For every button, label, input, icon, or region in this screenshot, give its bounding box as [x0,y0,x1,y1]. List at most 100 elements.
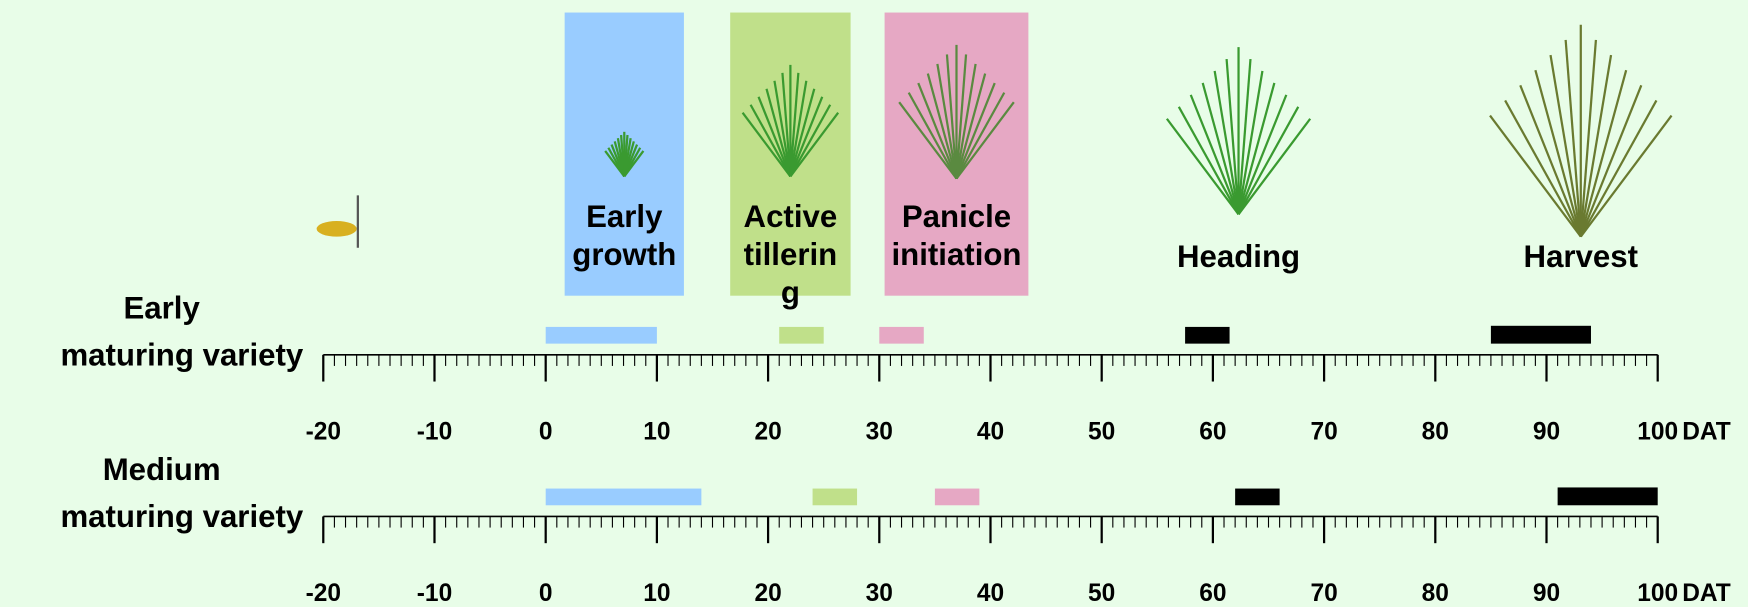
stage-label: Harvest [1524,239,1639,274]
tick-label: 40 [977,418,1004,445]
leaf [1237,58,1252,215]
stage-bar [1235,488,1280,506]
tick-label: 80 [1422,580,1449,607]
tick-label: 10 [643,580,670,607]
leaf [1579,99,1658,238]
stage-bar [812,488,858,506]
leaf [789,112,840,178]
leaf [741,112,792,178]
tick-label: -20 [306,580,341,607]
tick-label: 70 [1310,580,1337,607]
leaf [1549,54,1582,237]
tick-label: 80 [1422,418,1449,445]
plant-icon [741,64,840,178]
stage-label: Panicle [902,199,1011,234]
leaf [955,73,987,179]
stage-bar [1557,487,1658,506]
stage-label: initiation [891,237,1021,272]
tick-label: 70 [1310,418,1337,445]
leaf [1564,39,1582,237]
stage-bar [879,326,924,344]
plant-icon [604,131,645,178]
axis-unit: DAT [1682,418,1731,445]
leaf [955,63,977,179]
stage-bar [934,488,980,506]
stage-label: Early [586,199,663,234]
leaf [789,72,800,177]
leaf [1237,118,1312,215]
tick-label: -10 [417,580,452,607]
leaf [1579,114,1673,238]
leaf [955,82,996,180]
leaf [1519,84,1582,238]
leaf [1534,69,1582,237]
leaf [773,80,792,177]
leaf [1579,39,1598,237]
leaf [781,72,792,177]
leaf [749,104,792,177]
leaf [1177,106,1240,215]
tick-label: 100 [1637,580,1678,607]
tick-label: 0 [539,418,553,445]
plant-icon [1165,47,1312,215]
tick-label: 30 [866,580,893,607]
tick-label: 90 [1533,418,1560,445]
tick-label: 20 [754,418,781,445]
stage-label: tillerin [744,237,838,272]
stage-bar [545,326,657,344]
axis-unit: DAT [1682,580,1731,607]
leaf [1189,94,1240,215]
stage-label: Heading [1177,239,1300,274]
tick-label: 30 [866,418,893,445]
leaf [1579,69,1628,237]
leaf [789,96,824,177]
leaf [1225,58,1240,215]
stage-bar [1185,326,1230,344]
leaf [757,96,792,177]
tick-label: 50 [1088,580,1115,607]
row-label: maturing variety [60,499,303,534]
leaf [1504,99,1582,238]
leaf [955,92,1006,180]
stage-label: Active [744,199,838,234]
leaf [1579,84,1643,238]
tick-label: 60 [1199,418,1226,445]
tick-label: -10 [417,418,452,445]
tick-label: 10 [643,418,670,445]
leaf [765,88,792,177]
leaf [955,54,968,179]
leaf [1489,114,1582,238]
leaf [1579,54,1613,237]
row-label: Early [123,290,200,325]
leaf [926,73,958,179]
plant-icon [898,44,1015,180]
leaf [1201,82,1240,215]
leaf [1165,118,1240,215]
plant-icon [1489,24,1673,238]
leaf [945,54,958,179]
tick-label: -20 [306,418,341,445]
tick-label: 100 [1637,418,1678,445]
leaf [1237,82,1276,215]
leaf [789,104,832,177]
tick-label: 50 [1088,418,1115,445]
row-label: maturing variety [60,337,303,372]
stage-bar [545,488,702,506]
leaf [955,101,1015,180]
leaf [936,63,958,179]
leaf [789,88,816,177]
stage-bar [1490,325,1591,344]
leaf [917,82,958,180]
stage-label: growth [572,237,676,272]
tick-label: 60 [1199,580,1226,607]
leaf [1213,70,1240,215]
tick-label: 40 [977,580,1004,607]
leaf [907,92,958,180]
stage-bar [779,326,824,344]
leaf [789,80,808,177]
leaf [1237,106,1300,215]
row-label: Medium [103,452,221,487]
tick-label: 90 [1533,580,1560,607]
